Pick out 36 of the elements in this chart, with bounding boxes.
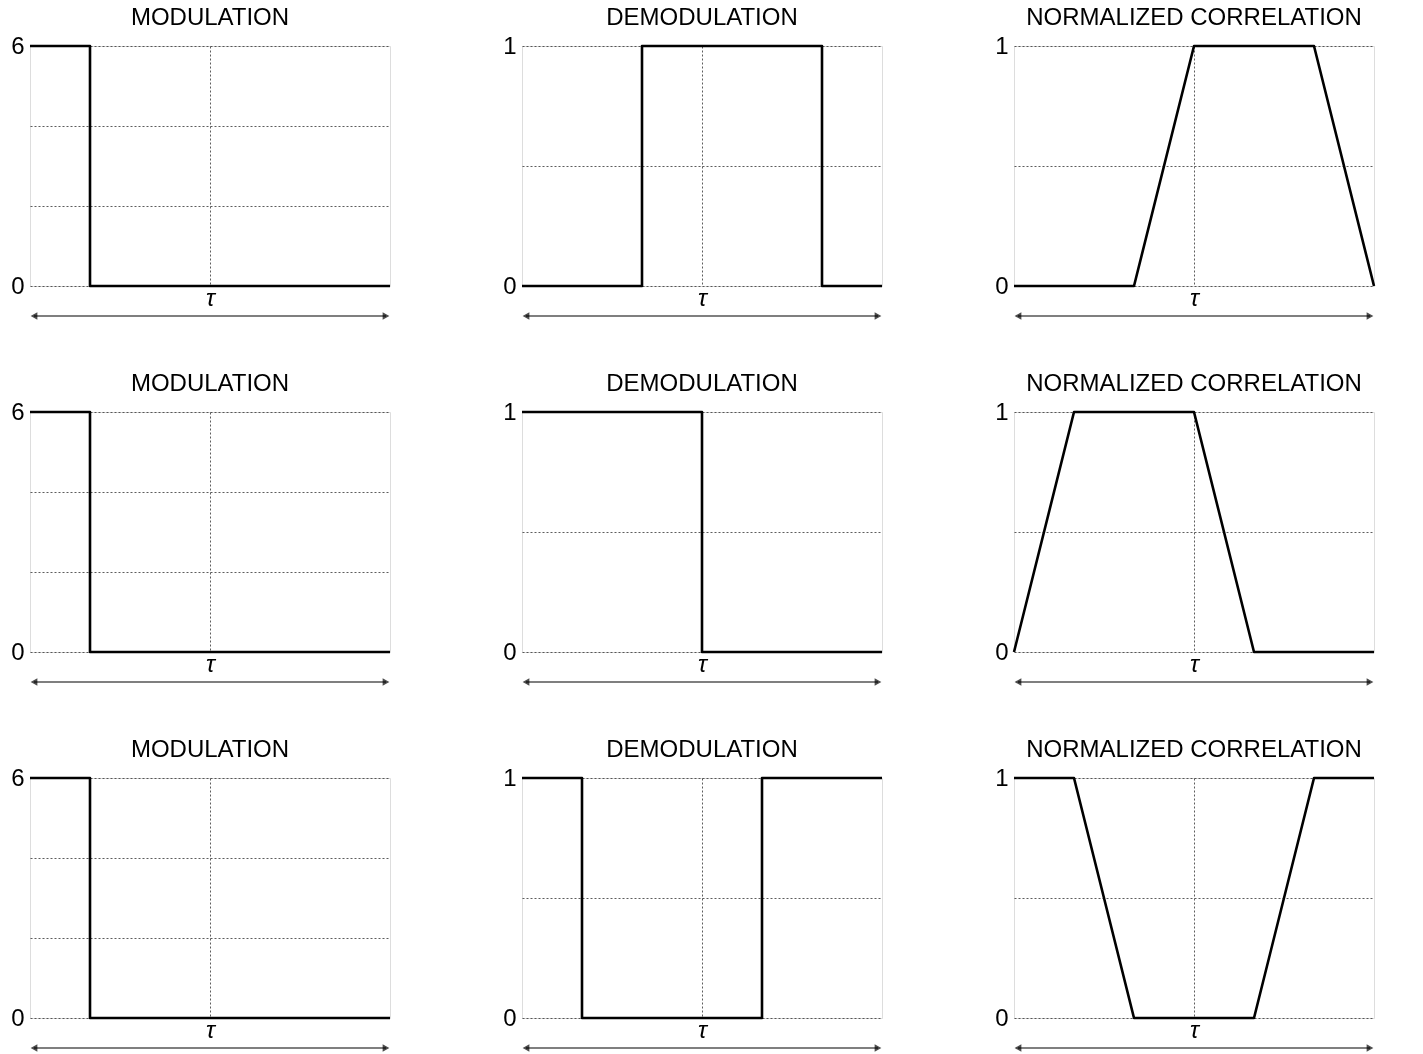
chart-title: MODULATION — [130, 3, 290, 30]
chart-title: NORMALIZED CORRELATION — [1026, 369, 1362, 396]
y-tick-label: 6 — [11, 763, 25, 791]
y-tick-label: 1 — [503, 397, 517, 425]
y-tick-label: 1 — [503, 763, 517, 791]
y-tick-label: 0 — [11, 637, 25, 665]
y-tick-label: 6 — [11, 397, 25, 425]
y-tick-label: 1 — [503, 31, 517, 59]
x-axis-title: τ — [698, 649, 710, 677]
chart-title: DEMODULATION — [606, 3, 798, 30]
x-axis-title: τ — [1190, 283, 1202, 311]
y-tick-label: 0 — [995, 637, 1009, 665]
y-tick-label: 6 — [11, 31, 25, 59]
x-axis-title: τ — [206, 283, 218, 311]
y-tick-label: 0 — [503, 271, 517, 299]
y-tick-label: 0 — [995, 1003, 1009, 1031]
y-tick-label: 0 — [995, 271, 1009, 299]
y-tick-label: 0 — [11, 271, 25, 299]
y-tick-label: 0 — [11, 1003, 25, 1031]
x-axis-title: τ — [206, 1015, 218, 1043]
y-tick-label: 1 — [995, 31, 1009, 59]
x-axis-title: τ — [698, 1015, 710, 1043]
y-tick-label: 1 — [995, 763, 1009, 791]
x-axis-title: τ — [698, 283, 710, 311]
y-tick-label: 0 — [503, 637, 517, 665]
y-tick-label: 1 — [995, 397, 1009, 425]
chart-title: MODULATION — [130, 369, 290, 396]
y-tick-label: 0 — [503, 1003, 517, 1031]
x-axis-title: τ — [1190, 1015, 1202, 1043]
x-axis-title: τ — [206, 649, 218, 677]
x-axis-title: τ — [1190, 649, 1202, 677]
chart-title: MODULATION — [130, 735, 290, 762]
chart-title: DEMODULATION — [606, 369, 798, 396]
chart-title: NORMALIZED CORRELATION — [1026, 3, 1362, 30]
chart-title: DEMODULATION — [606, 735, 798, 762]
chart-title: NORMALIZED CORRELATION — [1026, 735, 1362, 762]
